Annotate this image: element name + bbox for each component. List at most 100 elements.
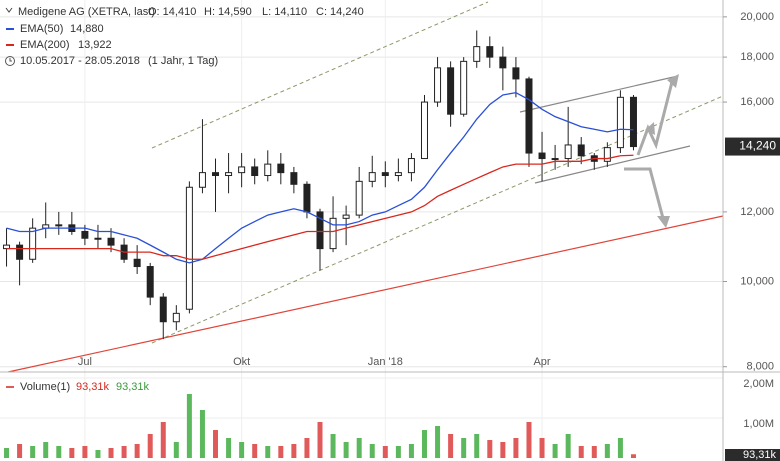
volume-bar	[56, 446, 62, 458]
volume-bar	[4, 448, 10, 458]
candle-body	[303, 183, 311, 213]
arrow	[624, 167, 666, 223]
volume-bar	[474, 434, 480, 458]
candle-body	[473, 46, 481, 62]
candle-body	[629, 96, 637, 148]
volume-bar	[356, 438, 362, 458]
candle-body	[577, 144, 585, 157]
candle-body	[29, 227, 37, 260]
legend-value: 14,880	[70, 23, 104, 35]
candle-body	[264, 163, 272, 177]
quote-open: O: 14,410	[148, 6, 196, 18]
clock-icon	[5, 56, 15, 66]
volume-bar	[369, 444, 375, 458]
ema-line	[6, 154, 634, 260]
volume-bar	[630, 454, 636, 458]
x-tick-label: Jan '18	[368, 356, 403, 368]
volume-bar	[160, 422, 166, 458]
volume-bar	[30, 446, 36, 458]
volume-bar	[134, 444, 140, 458]
volume-bar	[513, 438, 519, 458]
channel-line	[534, 145, 691, 184]
volume-bar	[82, 446, 88, 458]
volume-bar	[552, 444, 558, 458]
candle-body	[486, 46, 494, 58]
candle-body	[172, 312, 180, 323]
volume-bar	[17, 444, 23, 458]
legend-value: 93,31k	[116, 381, 150, 393]
candle-body	[381, 172, 389, 177]
volume-bar	[461, 438, 467, 458]
legend: Medigene AG (XETRA, last) O: 14,410 H: 1…	[5, 6, 364, 393]
legend-label: EMA(200)	[20, 39, 70, 51]
volume-bar	[265, 446, 271, 458]
candle-body	[355, 180, 363, 216]
volume-bar	[448, 434, 454, 458]
volume-tag	[725, 449, 780, 461]
candle-body	[447, 67, 455, 115]
x-tick-label: Jul	[78, 356, 92, 368]
volume-bar	[565, 434, 571, 458]
quote-low: L: 14,110	[262, 6, 307, 18]
candle-body	[342, 214, 350, 219]
volume-bar	[435, 426, 441, 458]
support-line	[7, 215, 724, 373]
legend-label: EMA(50)	[20, 23, 63, 35]
candle-body	[185, 186, 193, 310]
volume-bar	[186, 394, 192, 458]
volume-bar	[591, 446, 597, 458]
trend-line	[151, 95, 724, 344]
arrow-head	[645, 122, 655, 135]
y-tick-label: 8,000	[746, 361, 774, 373]
candle-body	[564, 144, 572, 160]
volume-bar	[239, 442, 245, 458]
candle-body	[538, 152, 546, 160]
candle-body	[316, 211, 324, 250]
volume-bar	[487, 440, 493, 458]
volume-bar	[604, 444, 610, 458]
y-tick-label: 12,000	[740, 206, 774, 218]
quote-close: C: 14,240	[316, 6, 364, 18]
candle-body	[16, 244, 24, 260]
y-tick-label: 18,000	[740, 51, 774, 63]
candle-body	[551, 158, 559, 161]
candle-body	[238, 166, 246, 174]
volume-bar	[95, 450, 101, 458]
volume-bar	[304, 438, 310, 458]
legend-value: 13,922	[78, 39, 112, 51]
price-tag-label: 14,240	[739, 139, 776, 153]
candle-body	[146, 266, 154, 298]
volume-bar	[578, 446, 584, 458]
period: (1 Jahr, 1 Tag)	[148, 55, 218, 67]
channel-line	[519, 75, 679, 113]
candle-body	[499, 56, 507, 69]
ema-line	[6, 91, 634, 264]
volume-bar	[382, 446, 388, 458]
volume-bar	[421, 430, 427, 458]
legend-value: 93,31k	[76, 381, 110, 393]
volume-bar	[226, 438, 232, 458]
volume-tag-label: 93,31k	[743, 449, 777, 461]
quote-high: H: 14,590	[204, 6, 252, 18]
y-tick-label: 20,000	[740, 11, 774, 23]
candle-body	[81, 230, 89, 239]
candle-body	[55, 224, 63, 227]
x-tick-label: Apr	[533, 356, 550, 368]
volume-bar	[343, 442, 349, 458]
candle-body	[603, 147, 611, 162]
volume-bar	[317, 422, 323, 458]
candle-body	[225, 172, 233, 177]
plot	[3, 30, 637, 458]
candle-body	[251, 166, 259, 177]
candle-body	[212, 172, 220, 177]
volume-bar	[539, 438, 545, 458]
volume-bar	[395, 446, 401, 458]
volume-bar	[291, 444, 297, 458]
candle-body	[133, 258, 141, 268]
x-tick-label: Okt	[233, 356, 250, 368]
volume-bar	[173, 442, 179, 458]
candle-body	[394, 172, 402, 177]
candle-body	[420, 101, 428, 160]
